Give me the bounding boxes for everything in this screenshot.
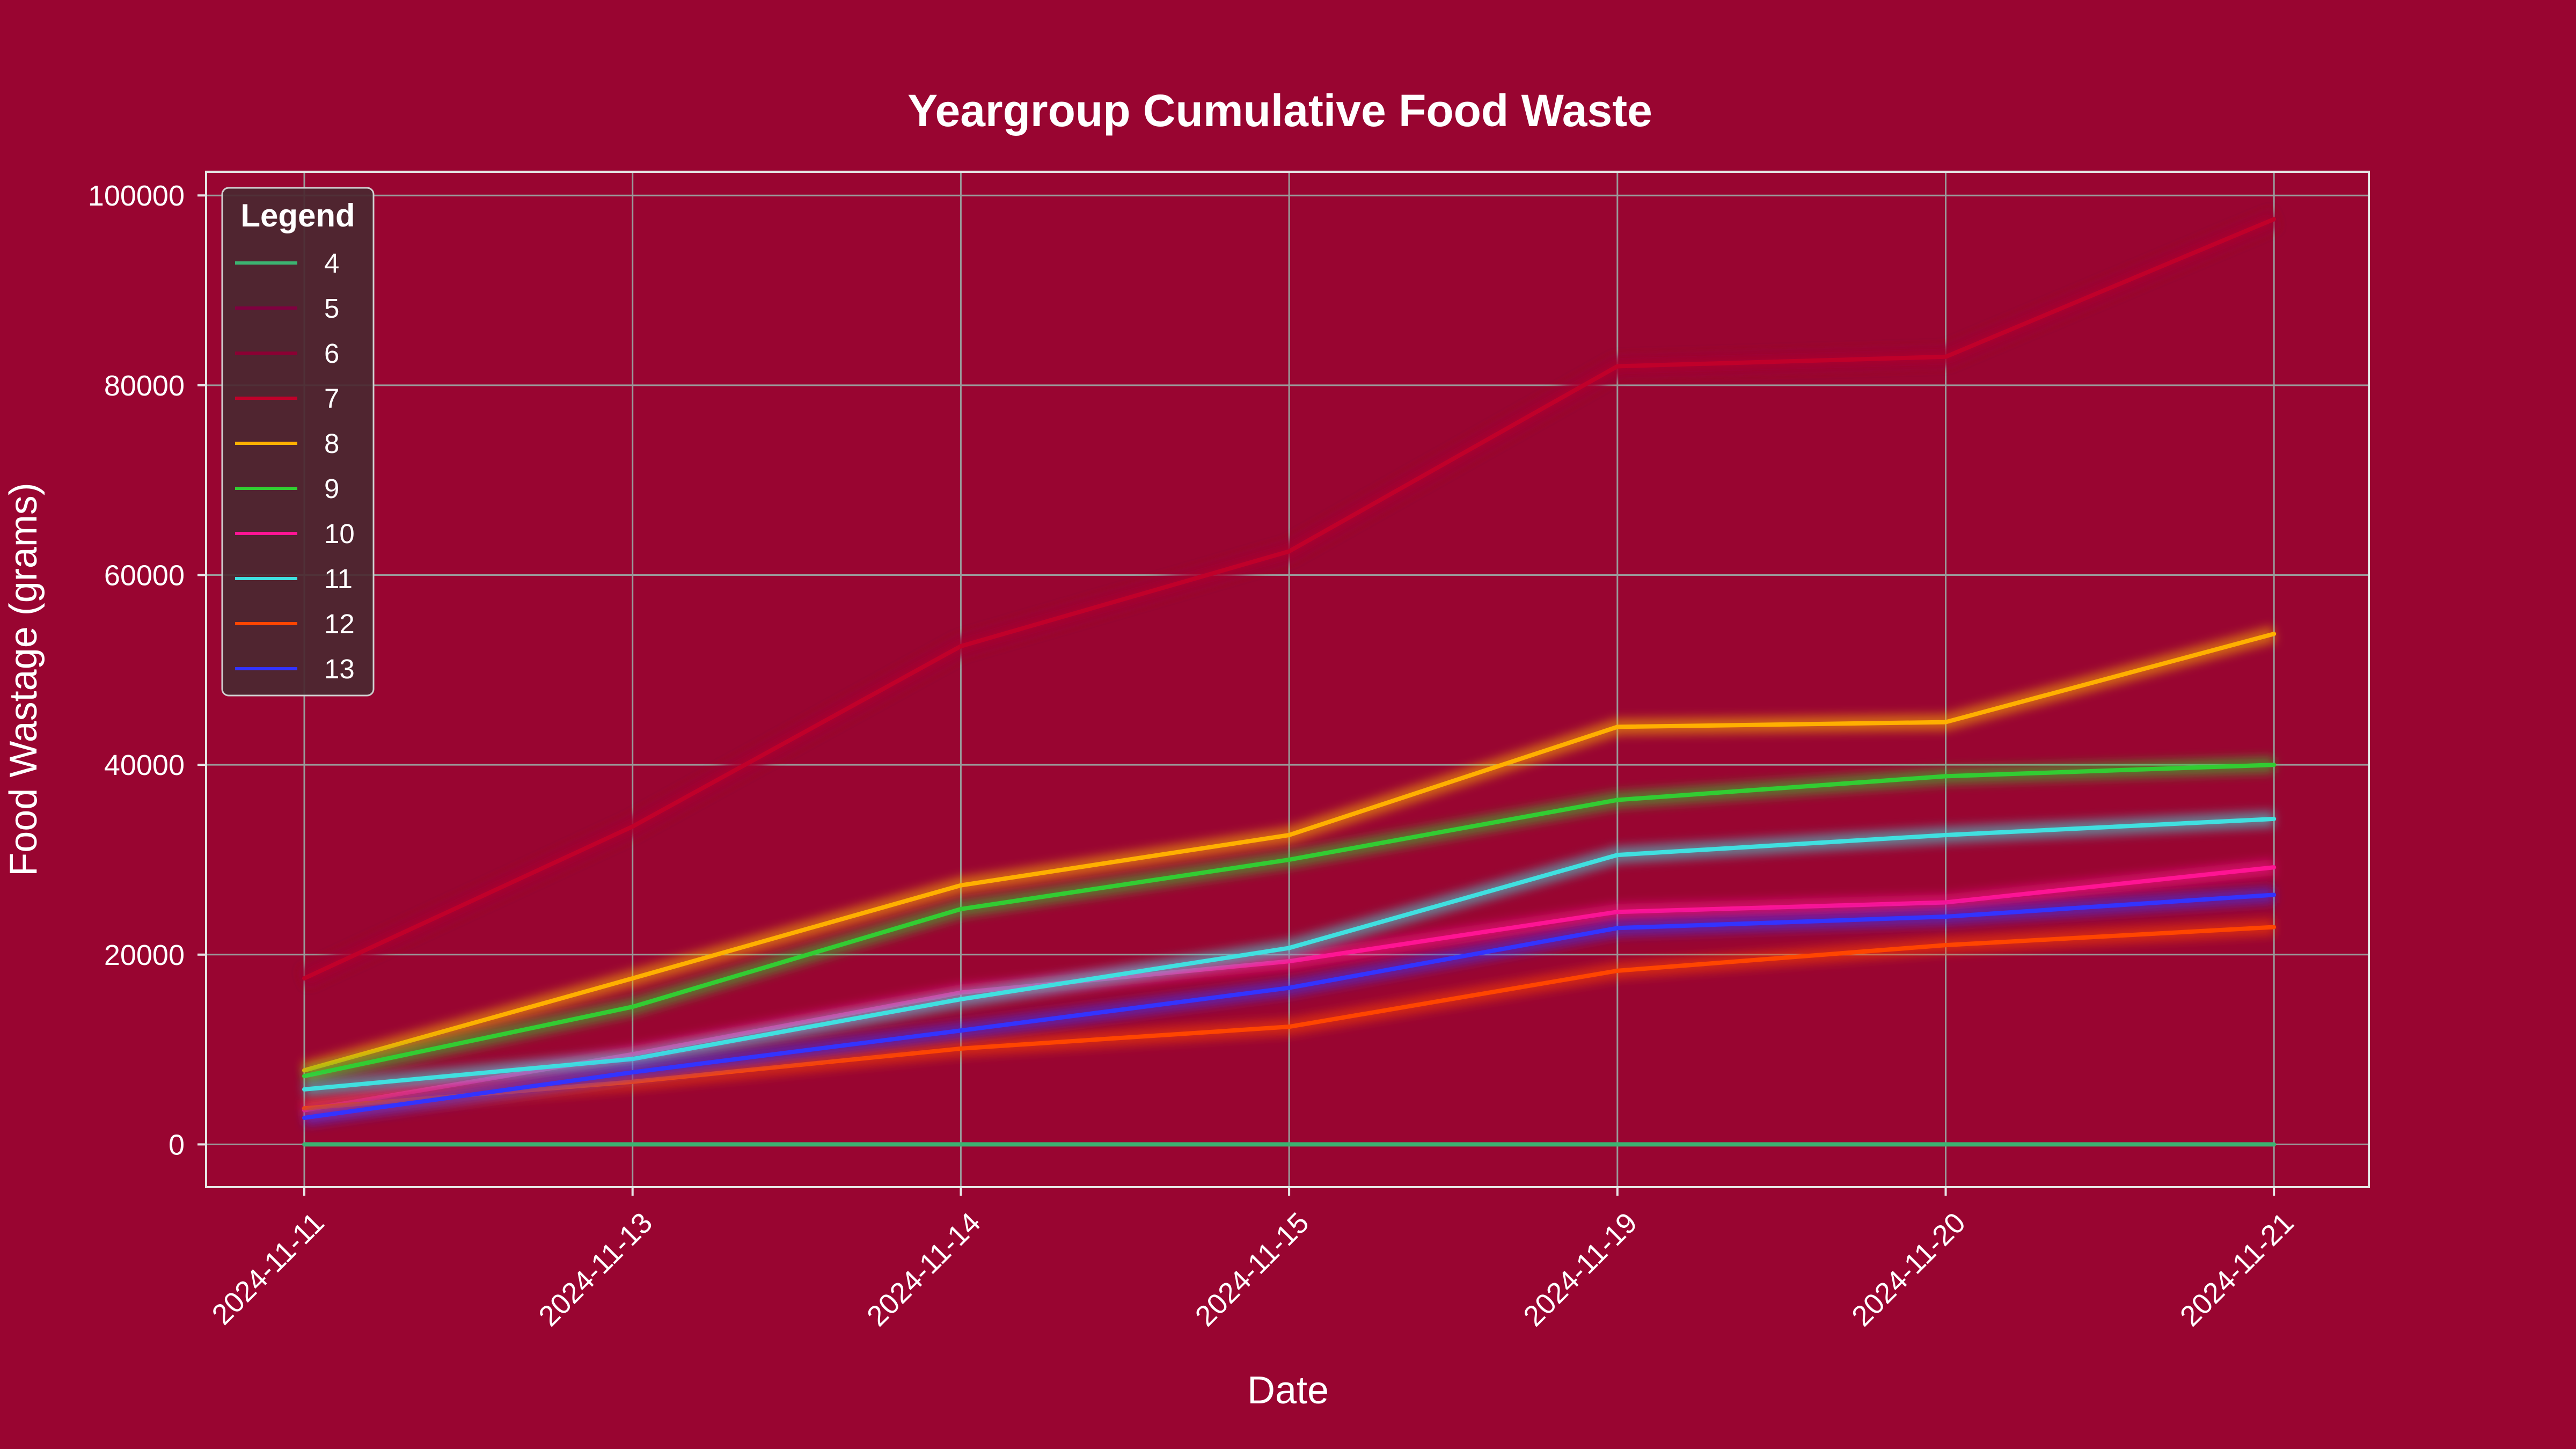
y-tick-label: 40000 bbox=[104, 749, 185, 781]
chart-title: Yeargroup Cumulative Food Waste bbox=[908, 85, 1652, 136]
legend-label-4: 4 bbox=[324, 248, 339, 279]
series-line-13 bbox=[302, 892, 2277, 1120]
legend-label-6: 6 bbox=[324, 338, 339, 369]
series-line-12 bbox=[302, 925, 2277, 1111]
y-tick-label: 60000 bbox=[104, 559, 185, 591]
series-line-8 bbox=[302, 632, 2277, 1073]
y-axis-label: Food Wastage (grams) bbox=[2, 482, 45, 876]
legend-box bbox=[221, 187, 375, 697]
y-tick-label: 100000 bbox=[88, 180, 185, 212]
legend-label-12: 12 bbox=[324, 609, 355, 639]
legend: Legend 4 5 6 7 8 9 10 11 12 13 bbox=[221, 187, 375, 697]
y-tick-label: 80000 bbox=[104, 370, 185, 402]
plot-frame bbox=[205, 171, 2370, 1188]
y-tick-label: 0 bbox=[169, 1129, 185, 1161]
legend-label-5: 5 bbox=[324, 293, 339, 324]
legend-label-8: 8 bbox=[324, 428, 339, 459]
legend-label-11: 11 bbox=[324, 564, 353, 594]
x-axis-label: Date bbox=[1247, 1369, 1329, 1412]
legend-label-10: 10 bbox=[324, 518, 355, 549]
series-line-11 bbox=[302, 816, 2277, 1092]
y-tick-label: 20000 bbox=[104, 939, 185, 971]
legend-label-7: 7 bbox=[324, 383, 339, 414]
legend-label-9: 9 bbox=[324, 473, 339, 504]
legend-label-13: 13 bbox=[324, 654, 355, 684]
legend-title: Legend bbox=[240, 197, 355, 233]
series-line-7 bbox=[302, 217, 2277, 980]
series-line-9 bbox=[302, 763, 2277, 1079]
